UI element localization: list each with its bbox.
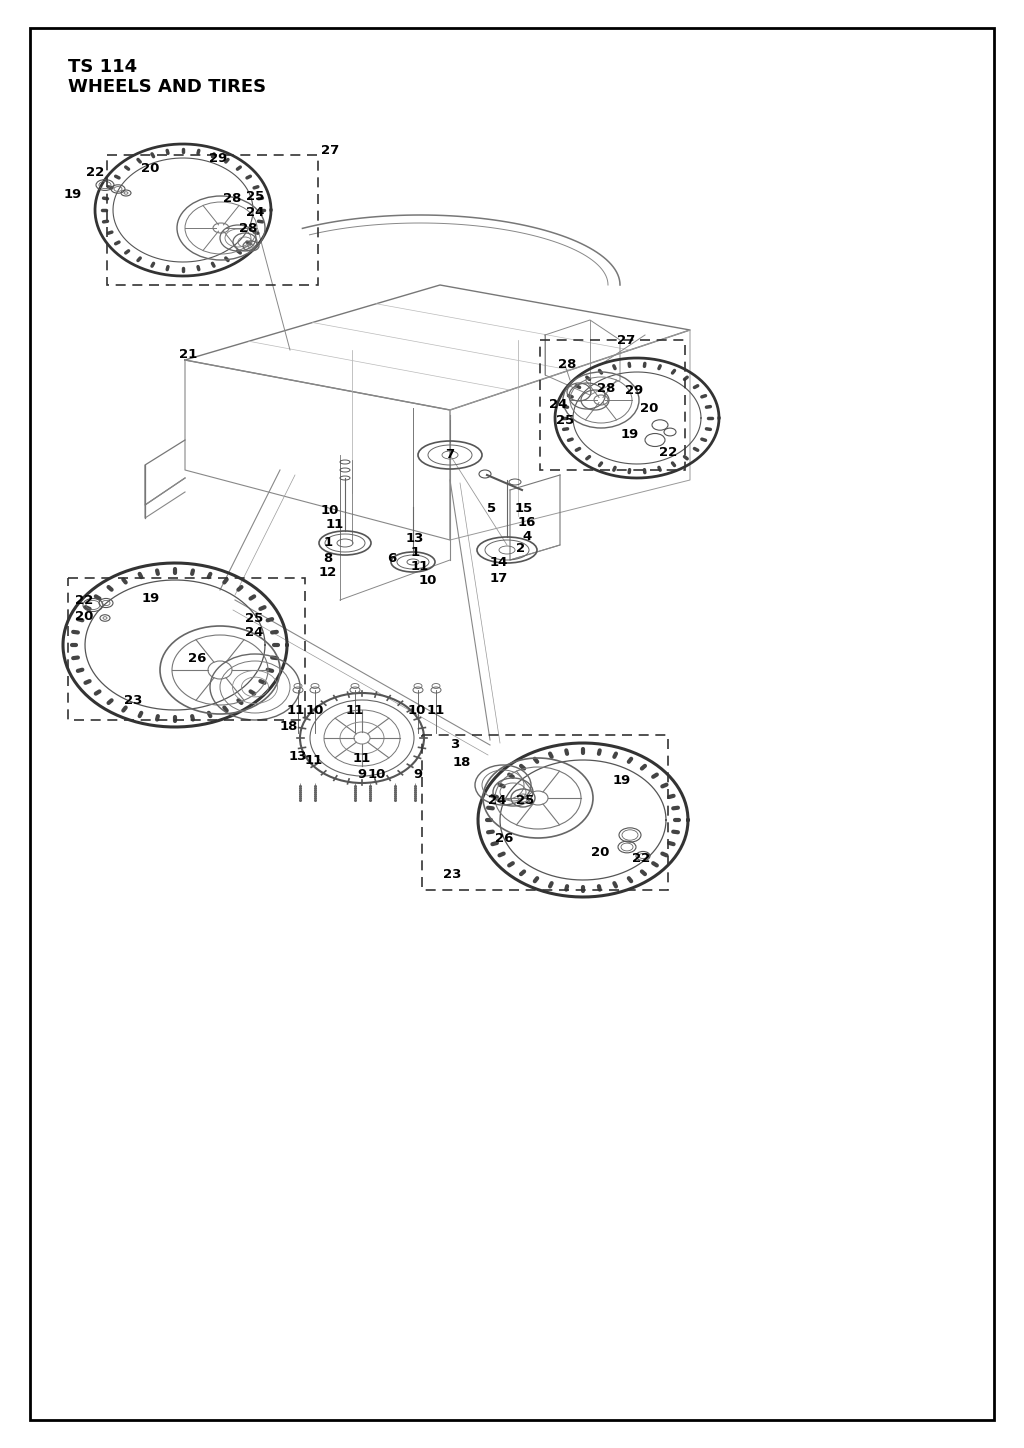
Text: 22: 22 bbox=[658, 446, 677, 459]
Text: 12: 12 bbox=[318, 566, 337, 579]
Bar bbox=[422, 736, 668, 891]
Text: 7: 7 bbox=[445, 449, 455, 462]
Text: 28: 28 bbox=[597, 381, 615, 394]
Text: 25: 25 bbox=[556, 414, 574, 427]
Text: 26: 26 bbox=[495, 831, 513, 844]
Text: 1: 1 bbox=[411, 546, 420, 559]
Text: 15: 15 bbox=[515, 501, 534, 514]
Text: 11: 11 bbox=[287, 704, 305, 717]
Text: 20: 20 bbox=[591, 846, 609, 859]
Bar bbox=[68, 578, 305, 720]
Text: 8: 8 bbox=[324, 552, 333, 565]
Text: 24: 24 bbox=[549, 398, 567, 411]
Text: 26: 26 bbox=[187, 652, 206, 665]
Text: 22: 22 bbox=[75, 594, 93, 607]
Text: 27: 27 bbox=[616, 333, 635, 346]
Text: 24: 24 bbox=[245, 627, 263, 640]
Text: 13: 13 bbox=[406, 531, 424, 544]
Text: 10: 10 bbox=[419, 575, 437, 588]
Text: 29: 29 bbox=[209, 152, 227, 165]
Text: 29: 29 bbox=[625, 384, 643, 397]
Text: 16: 16 bbox=[518, 515, 537, 529]
Text: 20: 20 bbox=[640, 401, 658, 414]
Text: 22: 22 bbox=[86, 165, 104, 178]
Text: 27: 27 bbox=[321, 143, 339, 156]
Text: 24: 24 bbox=[487, 794, 506, 807]
Text: WHEELS AND TIRES: WHEELS AND TIRES bbox=[68, 78, 266, 96]
Text: TS 114: TS 114 bbox=[68, 58, 137, 75]
Text: 23: 23 bbox=[442, 869, 461, 882]
Bar bbox=[540, 340, 685, 471]
Text: 17: 17 bbox=[489, 572, 508, 585]
Text: 3: 3 bbox=[451, 738, 460, 752]
Text: 28: 28 bbox=[239, 222, 257, 235]
Text: 11: 11 bbox=[326, 518, 344, 531]
Text: 11: 11 bbox=[411, 560, 429, 573]
Text: 11: 11 bbox=[353, 752, 371, 765]
Text: 11: 11 bbox=[427, 704, 445, 717]
Text: 11: 11 bbox=[346, 704, 365, 717]
Text: 10: 10 bbox=[368, 769, 386, 782]
Text: 19: 19 bbox=[613, 773, 631, 786]
Text: 21: 21 bbox=[179, 349, 198, 362]
Text: 10: 10 bbox=[306, 704, 325, 717]
Text: 25: 25 bbox=[245, 611, 263, 624]
Text: 23: 23 bbox=[124, 694, 142, 707]
Text: 9: 9 bbox=[357, 769, 367, 782]
Text: 28: 28 bbox=[558, 359, 577, 372]
Text: 10: 10 bbox=[408, 704, 426, 717]
Text: 4: 4 bbox=[522, 530, 531, 543]
Text: 11: 11 bbox=[305, 753, 324, 766]
Text: 22: 22 bbox=[632, 851, 650, 864]
Text: 9: 9 bbox=[414, 769, 423, 782]
Text: 18: 18 bbox=[453, 756, 471, 769]
Text: 5: 5 bbox=[487, 501, 497, 514]
Bar bbox=[106, 155, 318, 285]
Text: 1: 1 bbox=[324, 537, 333, 549]
Text: 25: 25 bbox=[246, 190, 264, 203]
Text: 24: 24 bbox=[246, 207, 264, 220]
Text: 28: 28 bbox=[223, 191, 242, 204]
Text: 18: 18 bbox=[280, 721, 298, 734]
Text: 6: 6 bbox=[387, 552, 396, 565]
Text: 2: 2 bbox=[516, 542, 525, 555]
Text: 20: 20 bbox=[141, 162, 159, 175]
Text: 10: 10 bbox=[321, 504, 339, 517]
Text: 19: 19 bbox=[621, 429, 639, 442]
Text: 19: 19 bbox=[142, 591, 160, 604]
Text: 20: 20 bbox=[75, 611, 93, 624]
Text: 14: 14 bbox=[489, 556, 508, 569]
Text: 19: 19 bbox=[63, 188, 82, 201]
Text: 25: 25 bbox=[516, 794, 535, 807]
Text: 13: 13 bbox=[289, 750, 307, 763]
